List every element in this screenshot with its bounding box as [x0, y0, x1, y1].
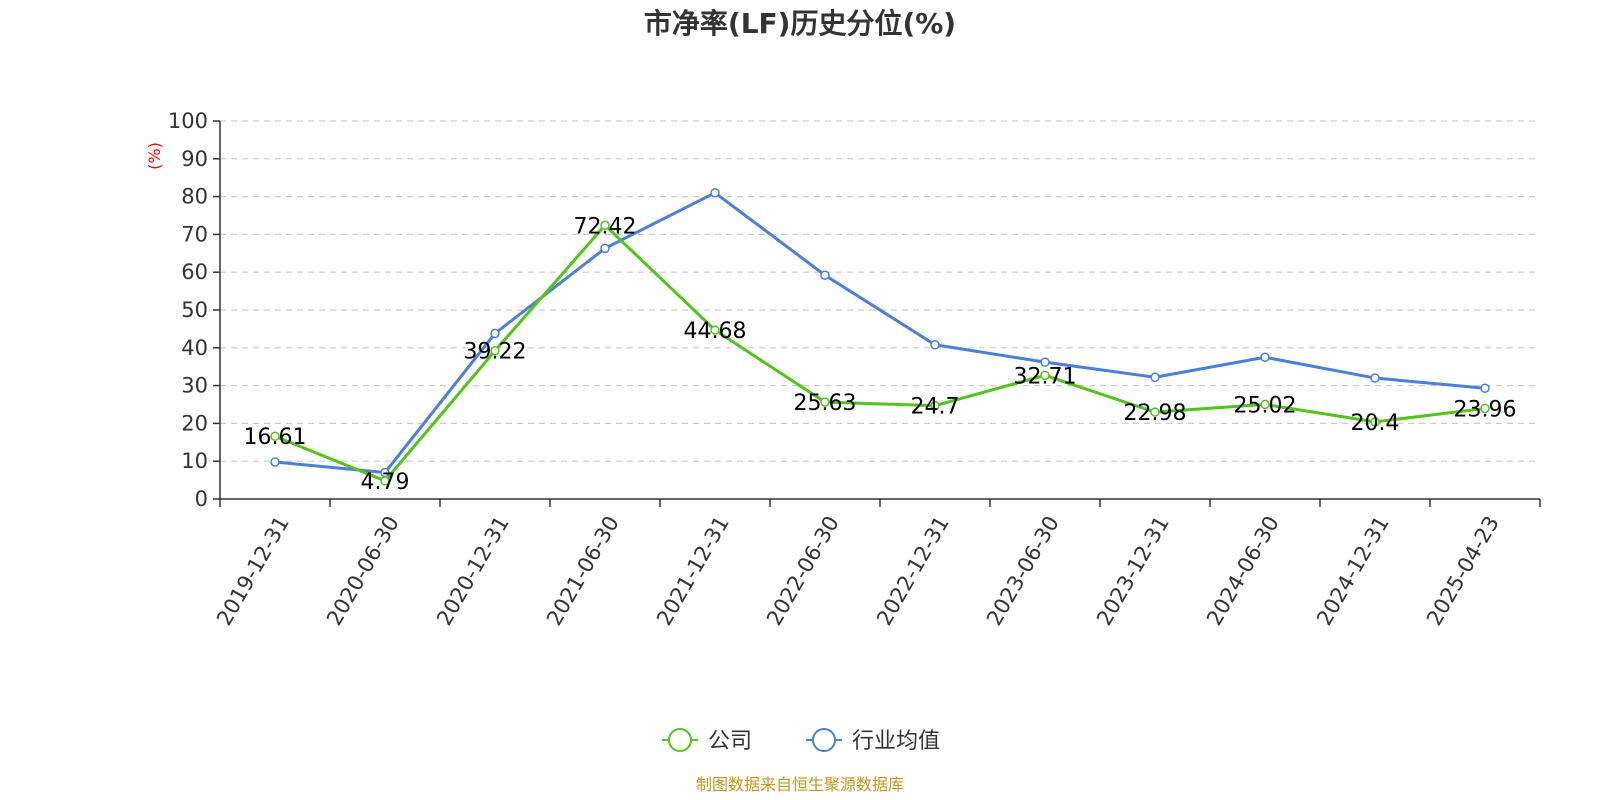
gridlines	[220, 120, 1540, 462]
x-tick-labels: 2019-12-31 2020-06-30 2020-12-31 2021-06-30…	[212, 512, 1504, 630]
data-label: 32.71	[1014, 364, 1077, 389]
data-point[interactable]	[930, 340, 940, 350]
data-point[interactable]	[1040, 370, 1050, 381]
y-tick-label: 50	[181, 298, 208, 322]
data-point[interactable]	[1150, 407, 1160, 417]
data-point[interactable]	[1260, 352, 1270, 362]
series-line	[274, 223, 1486, 483]
data-point[interactable]	[710, 188, 720, 198]
data-point[interactable]	[1260, 399, 1270, 410]
data-point[interactable]	[1370, 417, 1380, 427]
y-tick-label: 60	[181, 260, 208, 284]
y-axis-label: (%)	[145, 142, 164, 170]
data-label: 25.02	[1234, 393, 1297, 418]
data-label: 39.22	[464, 340, 527, 365]
data-point[interactable]	[710, 325, 720, 335]
data-point[interactable]	[490, 345, 500, 356]
series-group	[270, 188, 1490, 486]
y-tick-label: 30	[181, 374, 208, 398]
data-label: 23.96	[1454, 397, 1517, 422]
x-tick-label: 2023-12-31	[1092, 512, 1174, 630]
y-tick-label: 70	[181, 222, 208, 246]
y-tick-label: 90	[181, 147, 208, 171]
data-point[interactable]	[820, 270, 830, 280]
data-label: 72.42	[574, 214, 637, 239]
data-point[interactable]	[1040, 357, 1050, 367]
data-label: 16.61	[244, 425, 307, 450]
data-point[interactable]	[1150, 372, 1160, 383]
data-point[interactable]	[270, 457, 280, 467]
axes	[213, 120, 1541, 507]
x-tick-label: 2022-06-30	[762, 512, 844, 630]
data-label: 22.98	[1124, 401, 1187, 426]
x-tick-label: 2024-06-30	[1202, 512, 1284, 630]
x-tick-label: 2021-12-31	[652, 512, 734, 630]
x-tick-label: 2021-06-30	[542, 512, 624, 630]
y-tick-label: 10	[181, 449, 208, 473]
legend-label: 行业均值	[852, 729, 940, 754]
legend-label: 公司	[708, 729, 752, 754]
data-label: 4.79	[361, 470, 410, 495]
data-point[interactable]	[270, 431, 280, 441]
legend-item[interactable]: 行业均值	[806, 728, 940, 754]
data-point[interactable]	[600, 243, 610, 254]
data-label: 25.63	[794, 391, 857, 416]
data-point[interactable]	[820, 397, 830, 407]
source-note: 制图数据来自恒生聚源数据库	[696, 775, 904, 794]
x-tick-label: 2020-12-31	[432, 512, 514, 630]
data-point[interactable]	[380, 476, 390, 486]
chart-title: 市净率(LF)历史分位(%)	[644, 7, 956, 40]
x-tick-label: 2020-06-30	[322, 512, 404, 630]
data-point[interactable]	[1480, 403, 1490, 414]
data-point[interactable]	[930, 400, 940, 411]
x-tick-label: 2025-04-23	[1422, 512, 1504, 630]
x-tick-label: 2023-06-30	[982, 512, 1064, 630]
data-labels: 16.61 4.79 39.22 72.42 44.68 25.63 24.7 32.71 22…	[244, 214, 1517, 495]
y-tick-label: 80	[181, 185, 208, 209]
data-label: 24.7	[911, 395, 960, 420]
y-tick-label: 0	[195, 487, 208, 511]
data-point[interactable]	[1370, 373, 1380, 383]
y-tick-label: 100	[168, 109, 208, 133]
x-tick-label: 2019-12-31	[212, 512, 294, 630]
data-label: 20.4	[1351, 411, 1400, 436]
y-tick-label: 20	[181, 411, 208, 435]
series-line	[274, 191, 1486, 475]
legend-item[interactable]: 公司	[662, 728, 752, 754]
legend-marker	[812, 728, 836, 752]
data-point[interactable]	[1480, 383, 1490, 393]
x-tick-label: 2024-12-31	[1312, 512, 1394, 630]
data-label: 44.68	[684, 319, 747, 344]
y-tick-labels: 0 10 20 30 40 50 60 70 80 90 100	[168, 109, 208, 511]
legend[interactable]: 公司 行业均值	[662, 728, 940, 754]
y-tick-label: 40	[181, 336, 208, 360]
data-point[interactable]	[490, 328, 500, 339]
legend-marker	[668, 728, 692, 752]
data-point[interactable]	[600, 220, 610, 231]
x-tick-label: 2022-12-31	[872, 512, 954, 630]
